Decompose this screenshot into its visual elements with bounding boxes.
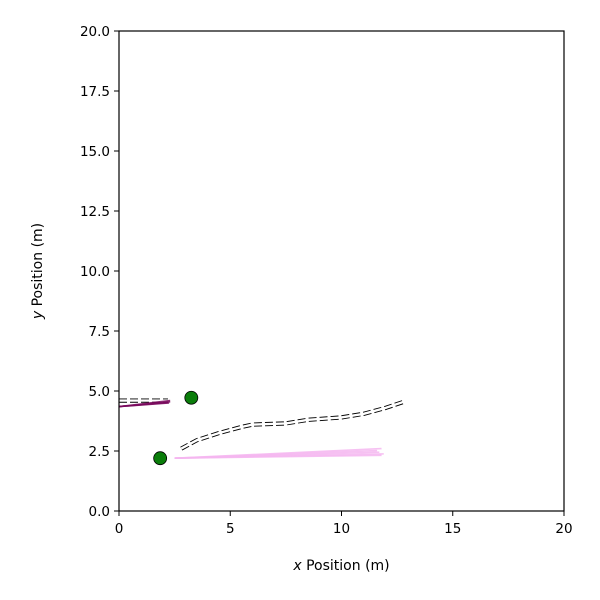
y-tick-label: 5.0 (89, 384, 110, 400)
y-tick-label: 12.5 (80, 204, 110, 220)
trajectory-sample (118, 401, 169, 408)
x-tick-label: 5 (226, 521, 235, 537)
x-tick-label: 20 (555, 521, 572, 537)
y-axis-label: y Position (m) (30, 223, 46, 320)
y-tick-label: 17.5 (80, 84, 110, 100)
x-tick-label: 10 (333, 521, 350, 537)
x-tick-label: 15 (444, 521, 461, 537)
lane-boundary-inner (180, 400, 405, 450)
x-axis-ticks: 0 5 10 15 20 (115, 511, 573, 537)
agent-marker (184, 390, 199, 405)
x-axis-label-text: Position (m) (302, 558, 390, 574)
trajectory-sample (174, 447, 382, 459)
y-axis-ticks: 0.0 2.5 5.0 7.5 10.0 12.5 15.0 17.5 20.0 (80, 24, 119, 520)
x-tick-label: 0 (115, 521, 124, 537)
agent-marker (153, 451, 168, 466)
y-tick-label: 0.0 (89, 504, 110, 520)
marker-layer (153, 390, 199, 466)
x-axis-label-var: x (292, 558, 302, 574)
y-tick-label: 7.5 (89, 324, 110, 340)
y-tick-label: 10.0 (80, 264, 110, 280)
x-axis-label: x Position (m) (292, 558, 389, 574)
y-tick-label: 2.5 (89, 444, 110, 460)
series-layer (118, 398, 405, 459)
y-tick-label: 15.0 (80, 144, 110, 160)
y-tick-label: 20.0 (80, 24, 110, 40)
y-axis-label-var: y (30, 310, 46, 320)
y-axis-label-text: Position (m) (30, 223, 46, 311)
plot-area (119, 31, 564, 511)
